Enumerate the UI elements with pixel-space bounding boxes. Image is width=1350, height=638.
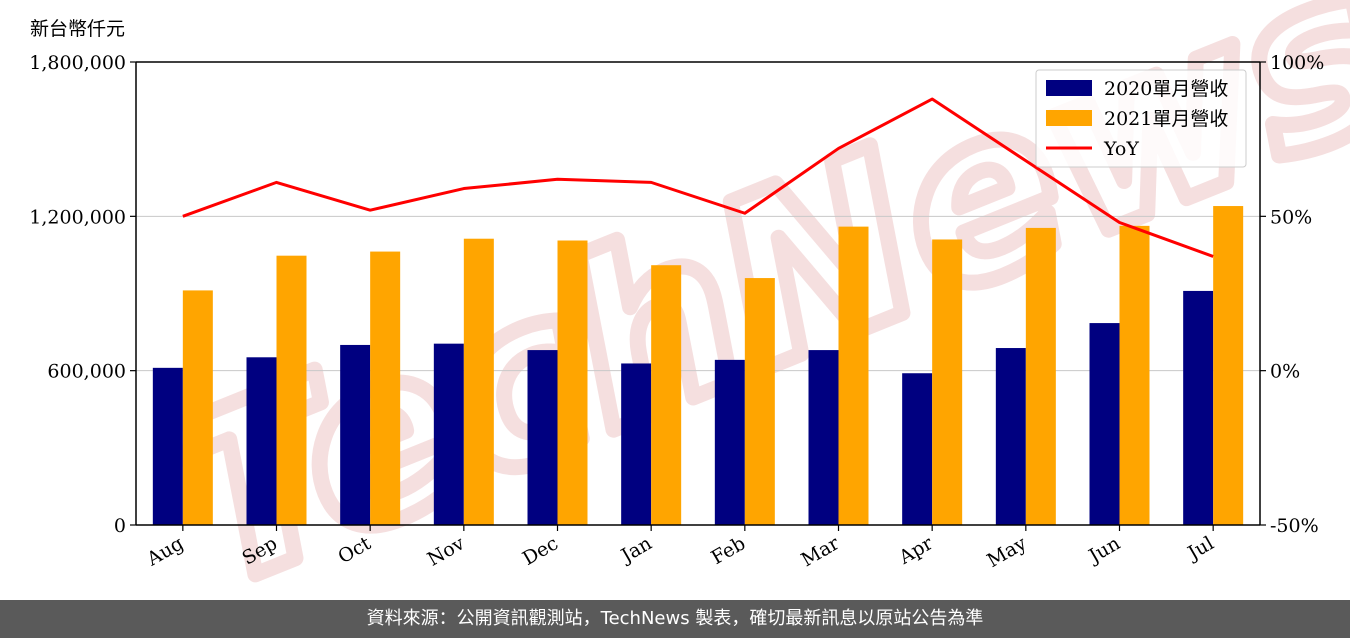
x-tick-label-aug: Aug xyxy=(142,532,187,571)
bar-2021-sep xyxy=(276,255,307,525)
bar-2021-aug xyxy=(182,290,213,525)
left-tick-label: 0 xyxy=(114,515,126,537)
bar-2020-mar xyxy=(808,350,839,525)
bar-2020-sep xyxy=(246,357,277,525)
bar-2021-mar xyxy=(838,226,869,525)
bar-2020-nov xyxy=(433,343,464,525)
bar-2021-jun xyxy=(1119,225,1150,525)
right-tick-label: 100% xyxy=(1270,52,1324,74)
bar-2021-oct xyxy=(370,251,401,525)
x-tick-label-jan: Jan xyxy=(616,532,656,568)
x-tick-label-feb: Feb xyxy=(708,532,750,569)
bar-2021-jul xyxy=(1213,206,1244,526)
x-tick-label-jul: Jul xyxy=(1182,532,1217,565)
right-tick-label: -50% xyxy=(1270,515,1319,537)
revenue-chart: TechNews0600,0001,200,0001,800,000-50%0%… xyxy=(29,0,1350,600)
left-tick-label: 1,200,000 xyxy=(29,206,126,228)
yoy-line xyxy=(182,97,1214,258)
bar-2020-jan xyxy=(621,363,652,525)
bar-2020-aug xyxy=(152,367,183,525)
bar-2021-dec xyxy=(557,240,588,526)
legend-label-2021: 2021單月營收 xyxy=(1104,108,1228,130)
bar-2020-jul xyxy=(1183,290,1214,525)
bar-2020-oct xyxy=(340,344,371,525)
left-tick-label: 600,000 xyxy=(47,361,126,383)
x-tick-label-may: May xyxy=(983,532,1030,572)
source-footer: 資料來源：公開資訊觀測站，TechNews 製表，確切最新訊息以原站公告為準 xyxy=(0,600,1350,638)
right-tick-label: 50% xyxy=(1270,206,1312,228)
x-tick-label-mar: Mar xyxy=(797,532,843,571)
right-tick-label: 0% xyxy=(1270,361,1300,383)
bar-2020-feb xyxy=(714,359,745,525)
bar-2020-apr xyxy=(902,373,933,525)
y-axis-unit-label: 新台幣仟元 xyxy=(30,18,126,40)
bar-2021-apr xyxy=(932,239,963,525)
bar-2021-feb xyxy=(744,278,775,525)
legend-swatch-2020 xyxy=(1046,80,1092,96)
bar-2021-jan xyxy=(651,265,682,525)
x-tick-label-jun: Jun xyxy=(1083,532,1124,568)
x-tick-label-apr: Apr xyxy=(895,532,938,569)
x-tick-label-dec: Dec xyxy=(519,532,562,570)
bar-2020-may xyxy=(995,348,1026,525)
left-tick-label: 1,800,000 xyxy=(29,52,126,74)
bar-2020-jun xyxy=(1089,323,1120,525)
legend-swatch-2021 xyxy=(1046,110,1092,126)
bar-2020-dec xyxy=(527,350,558,525)
legend-label-yoy: YoY xyxy=(1103,138,1139,160)
bar-2021-nov xyxy=(463,238,494,525)
legend-label-2020: 2020單月營收 xyxy=(1104,78,1228,100)
bar-2021-may xyxy=(1025,227,1056,526)
